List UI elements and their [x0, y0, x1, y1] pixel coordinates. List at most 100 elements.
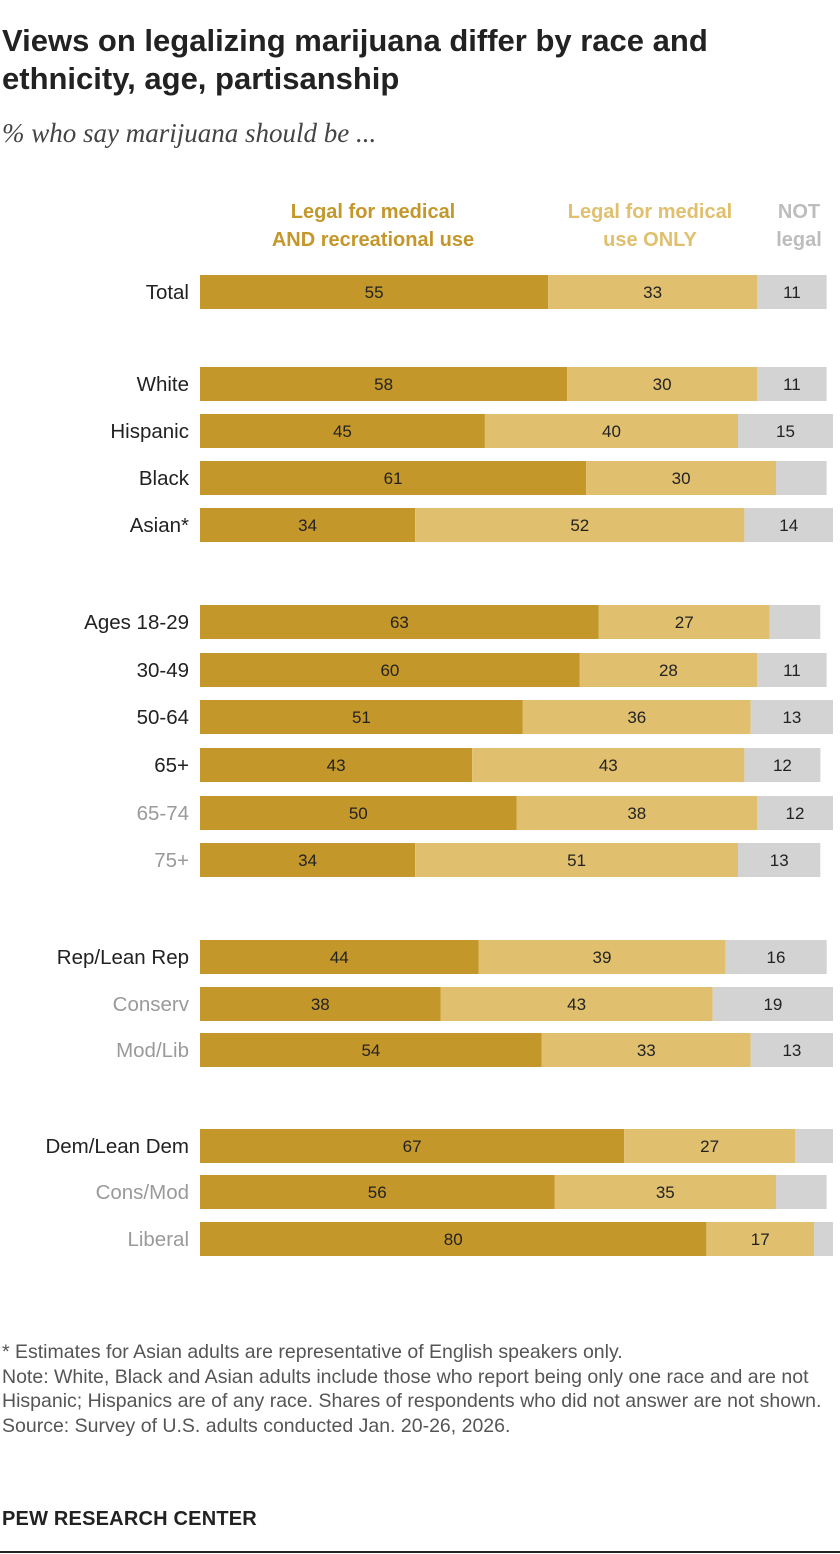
bar-segment	[200, 1129, 625, 1163]
data-label: 51	[352, 708, 371, 727]
brand-logo-text: PEW RESEARCH CENTER	[2, 1508, 257, 1530]
chart-subtitle: % who say marijuana should be ...	[2, 118, 377, 148]
bar-row: Ages 18-29 63 27	[84, 605, 821, 639]
bar-segment	[814, 1222, 833, 1256]
legend-label-line: Legal for medical	[290, 201, 456, 223]
data-label: 16	[767, 948, 786, 967]
data-label: 34	[298, 516, 317, 535]
category-label: Ages 18-29	[84, 611, 189, 634]
data-label: 43	[567, 995, 586, 1014]
data-label: 43	[327, 756, 346, 775]
data-label: 14	[779, 516, 798, 535]
bar-segment	[706, 1222, 814, 1256]
bar-segment	[200, 700, 523, 734]
category-label: Asian*	[130, 514, 189, 537]
legend-label-line: AND recreational use	[271, 229, 475, 251]
bar-segment	[725, 940, 827, 974]
data-label: 30	[672, 469, 691, 488]
bar-segment	[200, 461, 587, 495]
bar-segment	[776, 461, 827, 495]
category-label: 75+	[154, 849, 189, 872]
bar-segment	[757, 796, 833, 830]
category-label: Dem/Lean Dem	[45, 1135, 189, 1158]
source-note: Source: Survey of U.S. adults conducted …	[2, 1414, 511, 1437]
category-label: Mod/Lib	[116, 1039, 189, 1062]
stacked-bar-chart: Total 55 33 11 White 58 30 11 Hispanic 45 40 15 Blac…	[45, 275, 833, 1256]
bar-segment	[738, 843, 821, 877]
category-label: 65+	[154, 754, 189, 777]
bar-segment	[567, 367, 757, 401]
data-label: 43	[599, 756, 618, 775]
legend-label-line: Legal for medical	[567, 201, 733, 223]
bar-row: Total 55 33 11	[146, 275, 827, 309]
method-note: Note: White, Black and Asian adults incl…	[2, 1365, 822, 1413]
legend-medical-and-recreational: Legal for medical AND recreational use	[248, 198, 498, 254]
data-label: 33	[637, 1041, 656, 1060]
footnotes: * Estimates for Asian adults are represe…	[2, 1340, 832, 1438]
bar-segment	[554, 1175, 777, 1209]
data-label: 51	[567, 851, 586, 870]
category-label: Rep/Lean Rep	[57, 946, 189, 969]
data-label: 60	[380, 661, 399, 680]
data-label: 45	[333, 422, 352, 441]
data-label: 12	[773, 756, 792, 775]
data-label: 44	[330, 948, 349, 967]
bar-row: 30-49 60 28 11	[137, 653, 827, 687]
bar-segment	[200, 796, 517, 830]
bar-segment	[598, 605, 770, 639]
bar-row: 75+ 34 51 13	[154, 843, 821, 877]
bar-segment	[415, 508, 745, 542]
bar-segment	[750, 1033, 833, 1067]
bar-segment	[516, 796, 757, 830]
bar-row: Black 61 30	[139, 461, 827, 495]
bar-segment	[744, 748, 821, 782]
bar-segment	[200, 367, 568, 401]
bar-segment	[440, 987, 713, 1021]
bar-segment	[200, 1033, 542, 1067]
bar-segment	[769, 605, 821, 639]
category-label: Black	[139, 467, 190, 490]
data-label: 11	[783, 661, 801, 680]
bar-row: Hispanic 45 40 15	[110, 414, 833, 448]
bar-segment	[200, 940, 479, 974]
data-label: 56	[368, 1183, 387, 1202]
bar-segment	[200, 987, 441, 1021]
data-label: 27	[675, 613, 694, 632]
bar-segment	[200, 508, 416, 542]
bar-segment	[472, 748, 745, 782]
data-label: 33	[643, 283, 662, 302]
bar-segment	[757, 653, 827, 687]
category-label: Total	[146, 281, 189, 304]
bar-segment	[478, 940, 726, 974]
data-label: 63	[390, 613, 409, 632]
category-label: 30-49	[137, 659, 189, 682]
category-label: Hispanic	[110, 420, 189, 443]
bar-row: Asian* 34 52 14	[130, 508, 833, 542]
bar-segment	[548, 275, 757, 309]
bar-segment	[757, 367, 827, 401]
bar-segment	[744, 508, 833, 542]
bar-row: Dem/Lean Dem 67 27	[45, 1129, 833, 1163]
chart-title: Views on legalizing marijuana differ by …	[2, 23, 708, 96]
data-label: 54	[361, 1041, 380, 1060]
bar-row: Mod/Lib 54 33 13	[116, 1033, 833, 1067]
bar-segment	[200, 748, 473, 782]
legend-label-line: NOT	[777, 201, 821, 223]
bar-segment	[738, 414, 833, 448]
bar-segment	[200, 653, 580, 687]
bar-row: White 58 30 11	[137, 367, 827, 401]
data-label: 27	[700, 1137, 719, 1156]
data-label: 38	[311, 995, 330, 1014]
bar-segment	[624, 1129, 795, 1163]
data-label: 67	[403, 1137, 422, 1156]
bar-segment	[541, 1033, 751, 1067]
data-label: 13	[770, 851, 789, 870]
bar-row: 65+ 43 43 12	[154, 748, 821, 782]
bar-segment	[200, 1222, 707, 1256]
data-label: 38	[627, 804, 646, 823]
category-label: 65-74	[137, 802, 189, 825]
category-label: White	[137, 373, 189, 396]
data-label: 28	[659, 661, 678, 680]
bar-segment	[750, 700, 833, 734]
bar-row: Cons/Mod 56 35	[96, 1175, 827, 1209]
